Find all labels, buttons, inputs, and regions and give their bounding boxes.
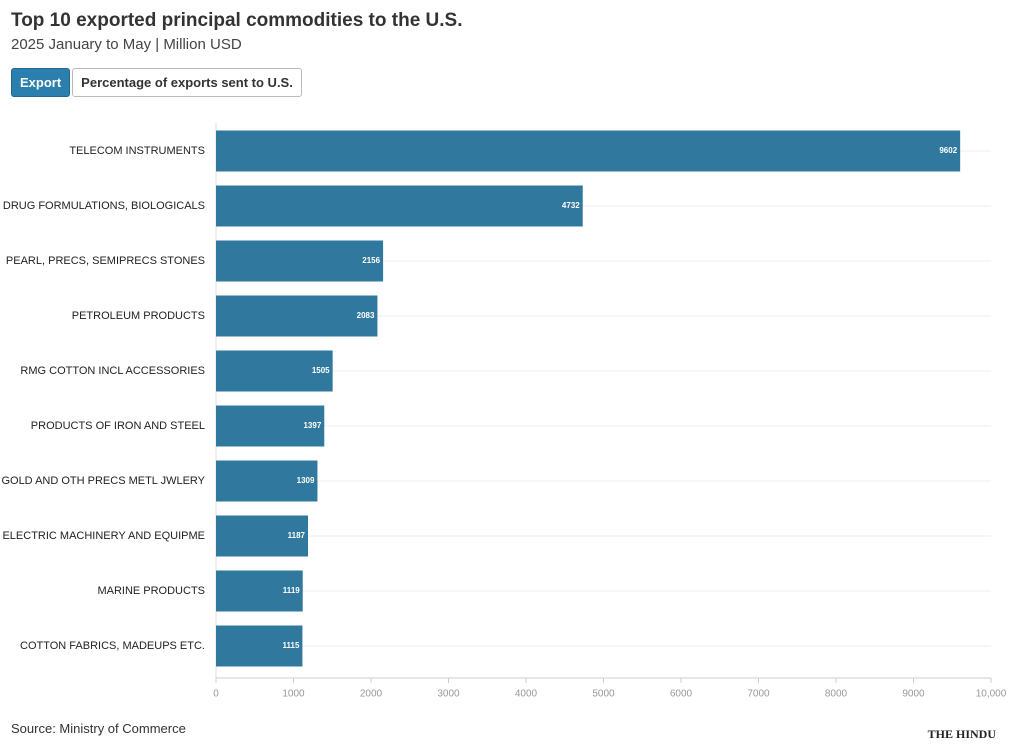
x-tick-label: 1000	[282, 689, 305, 700]
value-label: 2156	[362, 256, 380, 265]
bar	[216, 515, 308, 557]
bar	[216, 405, 325, 447]
value-label: 9602	[939, 146, 957, 155]
x-tick-label: 5000	[592, 689, 615, 700]
value-label: 1119	[283, 586, 300, 595]
value-label: 1505	[312, 366, 330, 375]
tab-button[interactable]: Percentage of exports sent to U.S.	[72, 68, 302, 97]
value-label: 1309	[297, 476, 315, 485]
y-tick-label: PRODUCTS OF IRON AND STEEL	[31, 420, 205, 432]
value-label: 1187	[288, 531, 306, 540]
x-tick-label: 2000	[360, 689, 383, 700]
x-tick-label: 6000	[670, 689, 693, 700]
x-tick-label: 7000	[747, 689, 770, 700]
y-tick-label: MARINE PRODUCTS	[97, 585, 205, 597]
x-tick-label: 9000	[902, 689, 925, 700]
y-tick-label: PETROLEUM PRODUCTS	[72, 310, 205, 322]
y-tick-label: PEARL, PRECS, SEMIPRECS STONES	[6, 255, 205, 267]
y-tick-label: DRUG FORMULATIONS, BIOLOGICALS	[3, 200, 205, 212]
value-label: 1115	[282, 641, 299, 650]
bar	[216, 240, 384, 282]
button-group: Export Percentage of exports sent to U.S…	[11, 68, 302, 97]
x-tick-label: 8000	[825, 689, 848, 700]
x-tick-label: 10,000	[976, 689, 1007, 700]
y-tick-label: RMG COTTON INCL ACCESSORIES	[20, 365, 205, 377]
bar	[216, 460, 318, 502]
x-tick-label: 0	[213, 689, 219, 700]
bar	[216, 350, 333, 392]
x-tick-label: 4000	[515, 689, 538, 700]
bar	[216, 130, 961, 172]
chart-title: Top 10 exported principal commodities to…	[11, 10, 463, 31]
bar	[216, 625, 303, 667]
bar	[216, 185, 583, 227]
y-tick-label: TELECOM INSTRUMENTS	[69, 145, 205, 157]
y-tick-label: COTTON FABRICS, MADEUPS ETC.	[20, 640, 205, 652]
logo: THE HINDU	[927, 727, 996, 741]
bar	[216, 295, 378, 337]
y-tick-label: GOLD AND OTH PRECS METL JWLERY	[1, 475, 205, 487]
x-tick-label: 3000	[437, 689, 460, 700]
source: Source: Ministry of Commerce	[11, 721, 186, 736]
tab-button[interactable]: Export	[11, 68, 71, 97]
value-label: 1397	[303, 421, 321, 430]
bar	[216, 570, 303, 612]
value-label: 2083	[357, 311, 375, 320]
value-label: 4732	[562, 201, 580, 210]
chart-subtitle: 2025 January to May | Million USD	[11, 36, 242, 53]
y-tick-label: ELECTRIC MACHINERY AND EQUIPME	[2, 530, 205, 542]
